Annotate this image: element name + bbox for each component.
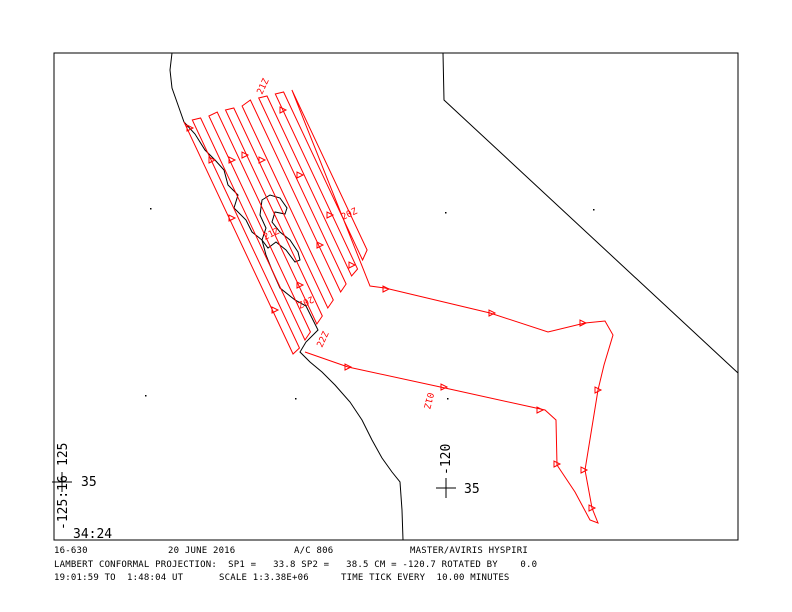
time-label: 21Z — [262, 227, 281, 243]
grid-dot — [150, 208, 152, 210]
lat-label: 35 — [464, 482, 480, 497]
footer-line3: 19:01:59 TO 1:48:04 UT SCALE 1:3.38E+06 TI… — [54, 573, 754, 584]
lon-label-vertical: -125:16 — [56, 475, 71, 530]
flight-date: 20 JUNE 2016 — [168, 546, 236, 556]
bay-outline — [259, 194, 301, 263]
time-tick: TIME TICK EVERY 10.00 MINUTES — [341, 573, 510, 583]
scale: SCALE 1:3.38E+06 — [219, 573, 309, 583]
grid-dot — [447, 398, 449, 400]
coastline — [169, 52, 404, 541]
time-tick-arrow — [296, 281, 305, 289]
time-tick-arrow — [186, 124, 195, 132]
footer-line2: LAMBERT CONFORMAL PROJECTION: SP1 = 33.8… — [54, 560, 538, 570]
time-tick-arrow — [348, 261, 357, 269]
time-tick-arrow — [241, 151, 250, 159]
grid-dots — [145, 208, 595, 400]
time-tick-arrow — [279, 106, 288, 114]
flight-track — [183, 89, 614, 524]
time-label: 20Z — [340, 207, 359, 223]
flight-number: 16-630 — [54, 546, 88, 556]
time-tick-arrow — [553, 460, 562, 468]
time-tick-arrow — [488, 309, 497, 317]
grid-dot — [295, 398, 297, 400]
time-tick-arrow — [258, 156, 267, 164]
crosshair-left — [52, 472, 72, 492]
time-tick-arrow — [326, 211, 335, 219]
lon-label: 125 — [56, 443, 71, 466]
time-tick-arrow — [536, 406, 545, 414]
time-tick-arrow — [296, 171, 305, 179]
lat-label: 35 — [81, 475, 97, 490]
time-tick-arrow — [228, 214, 237, 222]
time-tick-arrow — [316, 241, 325, 249]
time-tick-arrow — [344, 363, 353, 371]
time-tick-arrows — [186, 106, 603, 512]
time-tick-arrow — [588, 504, 597, 512]
time-tick-arrow — [579, 319, 588, 327]
crosshair-right — [436, 478, 456, 498]
state-border — [442, 52, 739, 374]
grid-dot — [145, 395, 147, 397]
lon-label: -120 — [439, 444, 454, 475]
time-tick-arrow — [580, 466, 589, 474]
time-tick-arrow — [382, 285, 391, 293]
time-tick-arrow — [228, 156, 237, 164]
footer-line1: 16-630 20 JUNE 2016 A/C 806 MASTER/AVIRIS H… — [54, 546, 754, 557]
mission: MASTER/AVIRIS HYSPIRI — [410, 546, 528, 556]
map-frame — [53, 52, 739, 541]
time-range: 19:01:59 TO 1:48:04 UT — [54, 573, 184, 583]
time-label: 01Z — [421, 391, 435, 410]
time-label: 22Z — [316, 330, 332, 349]
grid-dot — [445, 212, 447, 214]
time-label: 21Z — [256, 77, 272, 96]
time-tick-arrow — [594, 386, 603, 394]
time-tick-arrow — [440, 383, 449, 391]
corner-lat-label: 34:24 — [73, 527, 112, 542]
aircraft: A/C 806 — [294, 546, 334, 556]
time-tick-arrow — [271, 306, 280, 314]
grid-dot — [593, 209, 595, 211]
time-tick-arrow — [208, 156, 217, 164]
